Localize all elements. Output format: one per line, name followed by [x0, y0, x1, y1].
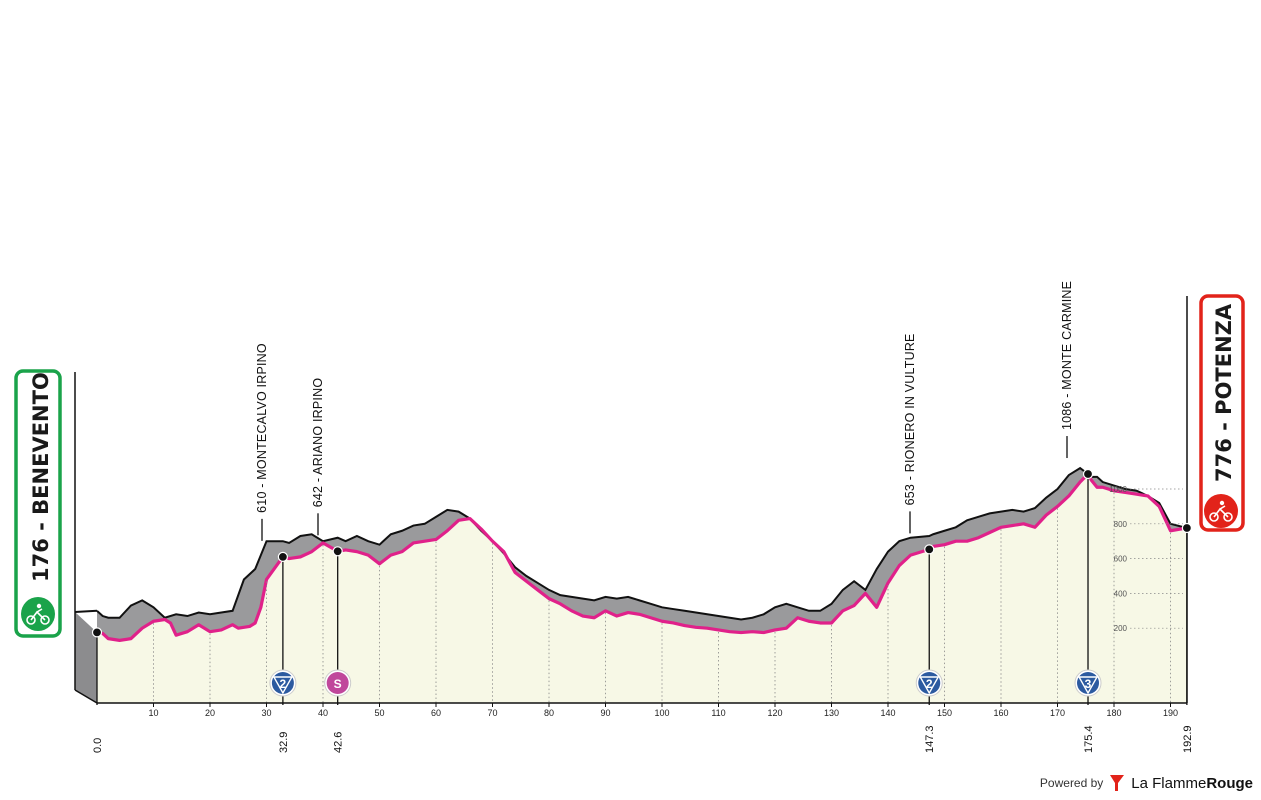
baseline-slant — [74, 689, 98, 704]
footer-credit: Powered by La FlammeRouge — [1040, 774, 1253, 792]
start-frame — [14, 369, 62, 638]
profile-shadow-band — [97, 468, 1187, 641]
climb-label: 1086 - MONTE CARMINE — [1060, 281, 1074, 430]
sprint-badge-label: S — [334, 677, 342, 691]
x-tick-label: 150 — [937, 708, 952, 718]
finish-bike-icon — [1209, 505, 1233, 522]
point-dot — [924, 544, 935, 555]
start-rider-head-icon — [36, 603, 42, 609]
y-tick-label: 1000 — [1109, 485, 1127, 494]
x-tick-label: 140 — [880, 708, 895, 718]
brand-name-b: Rouge — [1206, 774, 1253, 792]
kom-badge-label: 2 — [280, 677, 287, 691]
climb-label: 642 - ARIANO IRPINO — [311, 378, 325, 508]
x-tick-label: 170 — [1050, 708, 1065, 718]
start-bike-icon — [26, 608, 50, 625]
x-tick-label: 110 — [711, 708, 725, 718]
y-tick-label: 200 — [1114, 624, 1128, 633]
x-tick-label: 40 — [318, 708, 328, 718]
kom-badge-label: 2 — [926, 677, 933, 691]
point-dot — [1082, 468, 1094, 480]
start-name: 176 - BENEVENTO — [29, 372, 53, 582]
route-line — [96, 472, 1188, 642]
start-label: 176 - BENEVENTO — [14, 369, 62, 638]
x-tick-label: 60 — [431, 708, 441, 718]
kom-badge-label: 3 — [1085, 677, 1092, 691]
point-dot — [1181, 522, 1192, 534]
x-tick-label: 100 — [654, 708, 669, 718]
x-tick-label: 120 — [767, 708, 782, 718]
km-marker-label: 0.0 — [92, 738, 104, 753]
finish-frame — [1199, 294, 1245, 532]
marks-layer: 0.0 32.9 610 - MONTECALVO IRPINO 2 42.6 642 -… — [91, 281, 1194, 753]
y-tick-label: 800 — [1114, 520, 1128, 529]
profile-fill-area — [97, 474, 1187, 703]
kom-triangle-icon — [919, 676, 940, 695]
x-tick-label: 190 — [1163, 708, 1178, 718]
profile-layer — [74, 466, 1188, 703]
grid-layer: 10 20 30 40 50 60 70 80 90 100 110 120 130 140 150 160 1… — [74, 296, 1188, 718]
brand-name: La FlammeRouge — [1131, 775, 1253, 792]
profile-ridge-start — [74, 609, 98, 613]
x-tick-label: 30 — [261, 708, 271, 718]
km-marker-label: 147.3 — [924, 725, 936, 753]
x-tick-label: 130 — [824, 708, 839, 718]
profile-side-block — [75, 612, 97, 703]
y-tick-label: 400 — [1114, 589, 1128, 598]
climb-label: 653 - RIONERO IN VULTURE — [903, 333, 917, 505]
profile-ridge-line — [96, 466, 1188, 621]
finish-name: 776 - POTENZA — [1212, 303, 1236, 482]
sprint-badge-icon — [326, 672, 349, 694]
x-tick-label: 20 — [205, 708, 215, 718]
flamme-rouge-logo-icon — [1110, 775, 1125, 791]
x-tick-label: 50 — [374, 708, 384, 718]
kom-triangle-icon — [272, 676, 294, 695]
km-marker-label: 175.4 — [1083, 725, 1095, 753]
brand-name-a: La Flamme — [1131, 774, 1207, 792]
point-dot — [332, 546, 343, 557]
powered-by-text: Powered by — [1039, 776, 1104, 790]
kom-triangle-icon — [1077, 676, 1099, 695]
y-tick-label: 600 — [1114, 555, 1128, 564]
x-tick-label: 80 — [544, 708, 554, 718]
x-tick-label: 90 — [600, 708, 610, 718]
km-marker-label: 42.6 — [333, 732, 345, 753]
point-dot — [277, 551, 288, 562]
km-marker-label: 192.9 — [1182, 725, 1194, 753]
point-dot — [91, 627, 103, 638]
finish-rider-head-icon — [1219, 500, 1225, 506]
climb-label: 610 - MONTECALVO IRPINO — [255, 343, 269, 513]
x-tick-label: 10 — [148, 708, 158, 718]
x-tick-label: 180 — [1106, 708, 1121, 718]
finish-label: 776 - POTENZA — [1199, 294, 1245, 532]
x-tick-label: 160 — [993, 708, 1008, 718]
km-marker-label: 32.9 — [278, 732, 290, 753]
x-tick-label: 70 — [487, 708, 497, 718]
